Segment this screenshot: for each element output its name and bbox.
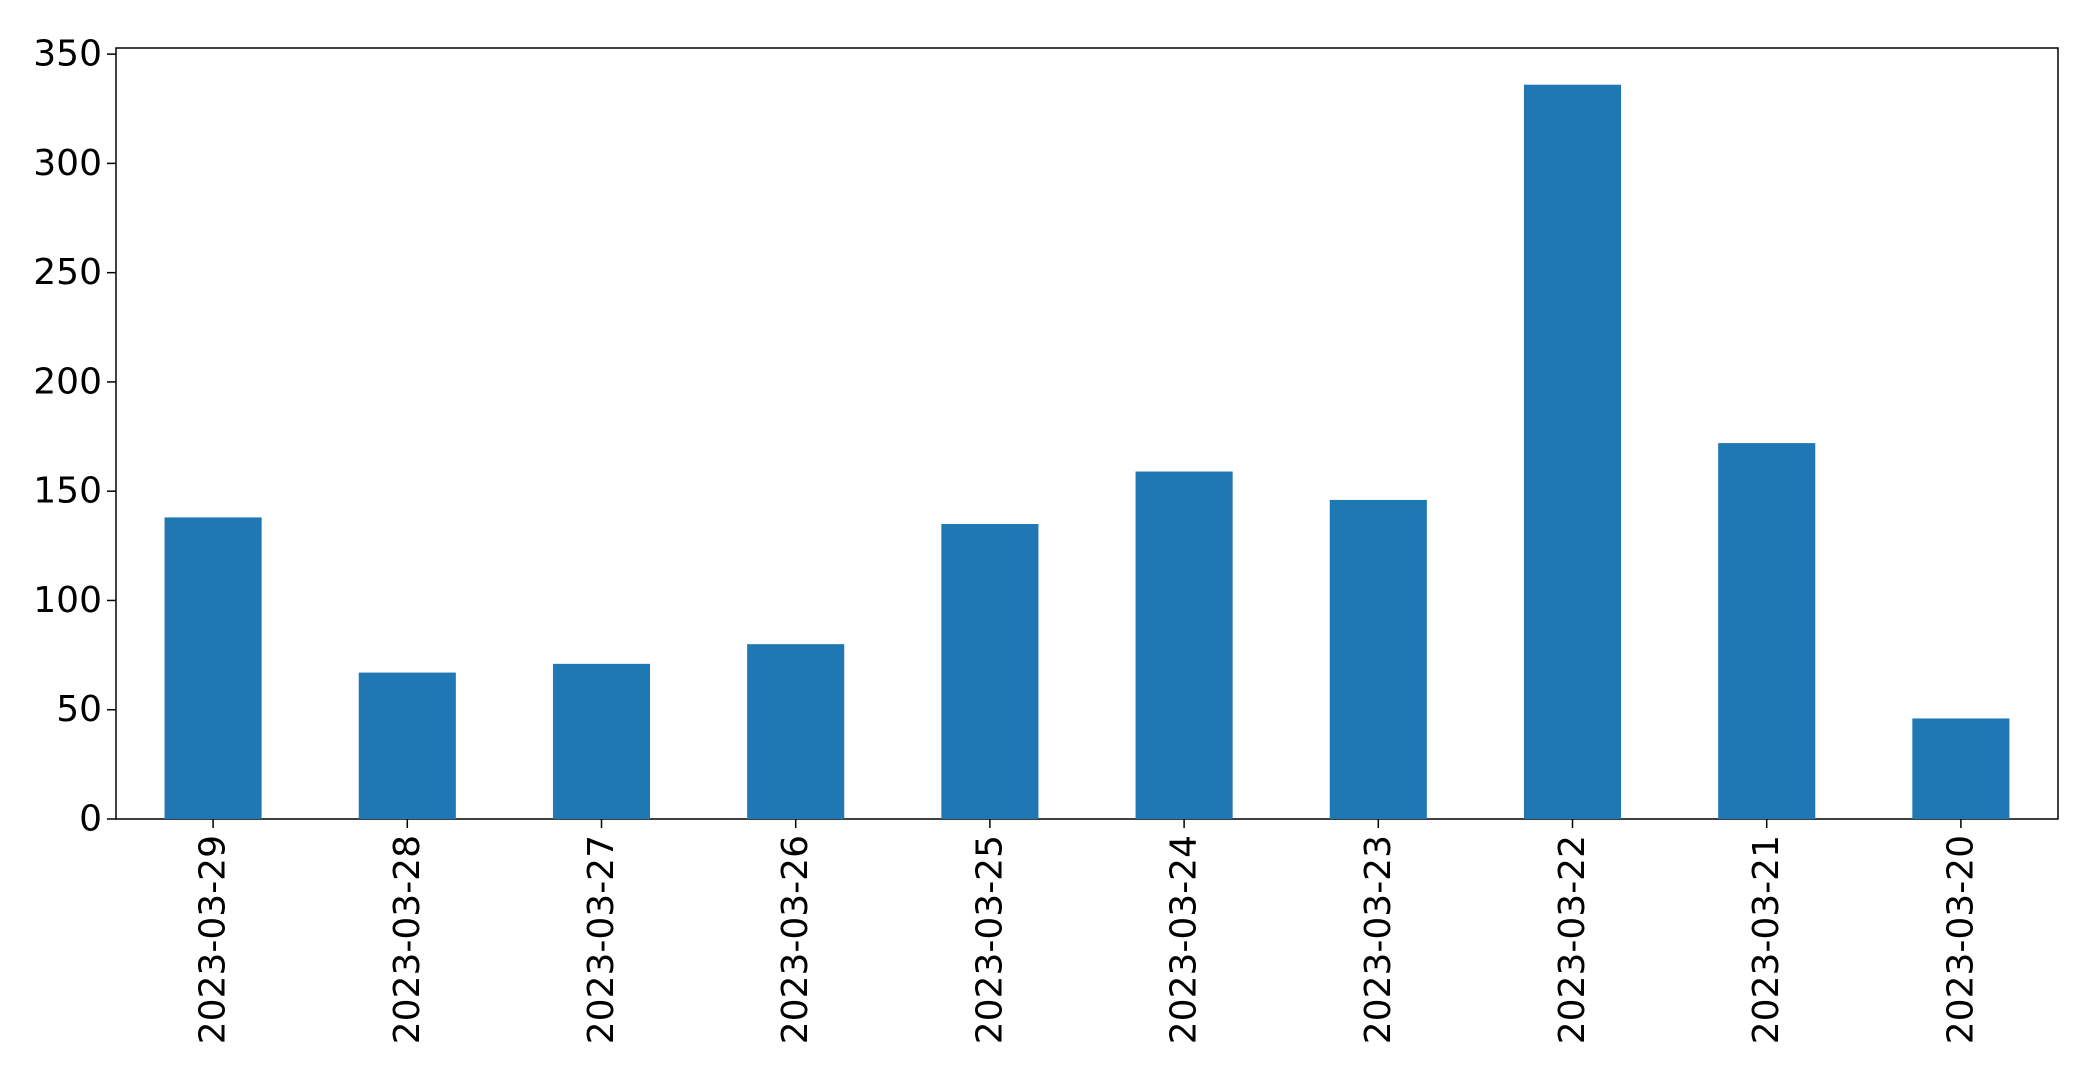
x-tick-label: 2023-03-23 — [1358, 835, 1399, 1044]
bar-2023-03-23 — [1329, 499, 1427, 819]
x-tick-label: 2023-03-20 — [1940, 835, 1981, 1044]
y-tick-label: 350 — [33, 34, 102, 75]
bar-2023-03-24 — [1135, 471, 1233, 819]
x-tick-label: 2023-03-27 — [581, 835, 622, 1044]
bar-2023-03-27 — [552, 663, 651, 819]
x-axis: 2023-03-29 2023-03-28 2023-03-27 2023-03-26… — [193, 819, 1981, 1044]
bar-2023-03-26 — [747, 644, 845, 819]
y-tick-label: 250 — [33, 252, 102, 293]
bar-2023-03-25 — [941, 523, 1039, 819]
y-tick-label: 100 — [33, 580, 102, 621]
x-tick-label: 2023-03-22 — [1552, 835, 1593, 1044]
bar-2023-03-22 — [1523, 84, 1622, 819]
x-tick-label: 2023-03-25 — [969, 835, 1010, 1044]
bar-2023-03-20 — [1912, 718, 2010, 819]
y-tick-label: 300 — [33, 143, 102, 184]
bar-2023-03-21 — [1718, 443, 1816, 819]
bars-layer — [164, 84, 2010, 819]
bar-2023-03-29 — [164, 517, 262, 819]
bar-2023-03-28 — [358, 672, 456, 819]
x-tick-label: 2023-03-24 — [1164, 835, 1205, 1044]
y-axis: 0 50 100 150 200 250 300 350 — [33, 34, 116, 840]
y-tick-label: 0 — [79, 799, 102, 840]
y-tick-label: 50 — [56, 689, 102, 730]
y-tick-label: 150 — [33, 471, 102, 512]
plot-area-frame — [115, 47, 2059, 820]
x-tick-label: 2023-03-21 — [1746, 835, 1787, 1044]
x-tick-label: 2023-03-28 — [387, 835, 428, 1044]
x-tick-label: 2023-03-26 — [775, 835, 816, 1044]
x-tick-label: 2023-03-29 — [193, 835, 234, 1044]
y-tick-label: 200 — [33, 361, 102, 402]
